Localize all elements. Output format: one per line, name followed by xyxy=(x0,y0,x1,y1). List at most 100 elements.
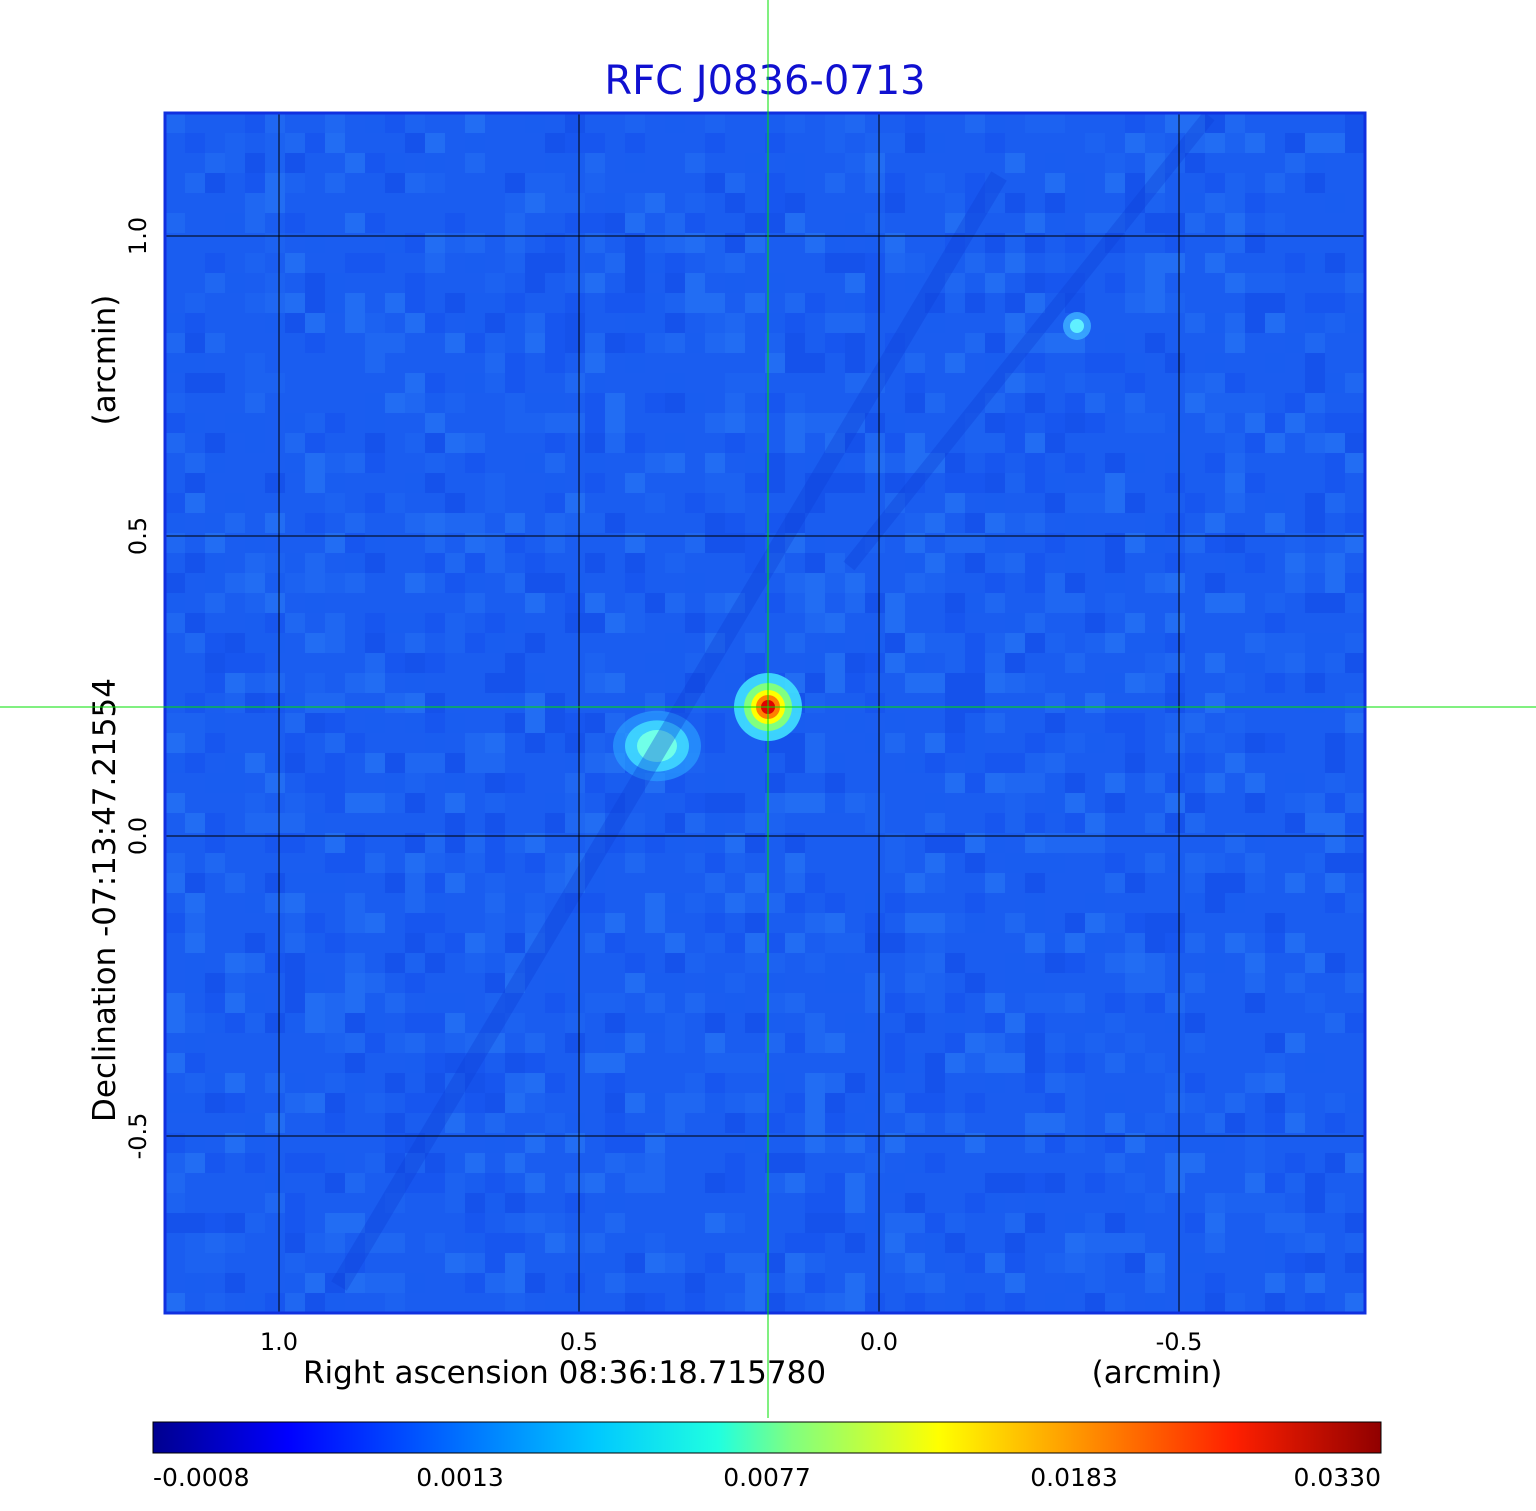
pixel-cell xyxy=(1185,1293,1205,1313)
pixel-cell xyxy=(525,313,545,333)
pixel-cell xyxy=(905,373,925,393)
pixel-cell xyxy=(825,473,845,493)
pixel-cell xyxy=(905,513,925,533)
pixel-cell xyxy=(205,1253,225,1273)
pixel-cell xyxy=(985,1033,1005,1053)
pixel-cell xyxy=(1005,1233,1025,1253)
pixel-cell xyxy=(965,713,985,733)
pixel-cell xyxy=(1025,1033,1045,1053)
pixel-cell xyxy=(1245,133,1265,153)
pixel-cell xyxy=(365,413,385,433)
y-tick-label: 0.5 xyxy=(124,517,152,555)
pixel-cell xyxy=(1105,713,1125,733)
pixel-cell xyxy=(1025,1213,1045,1233)
pixel-cell xyxy=(445,753,465,773)
pixel-cell xyxy=(525,333,545,353)
pixel-cell xyxy=(405,1273,425,1293)
pixel-cell xyxy=(485,1113,505,1133)
pixel-cell xyxy=(865,933,885,953)
pixel-cell xyxy=(985,273,1005,293)
pixel-cell xyxy=(705,593,725,613)
pixel-cell xyxy=(865,1093,885,1113)
pixel-cell xyxy=(985,673,1005,693)
pixel-cell xyxy=(1285,773,1305,793)
pixel-cell xyxy=(165,793,185,813)
pixel-cell xyxy=(1145,1193,1165,1213)
pixel-cell xyxy=(705,1253,725,1273)
pixel-cell xyxy=(725,1293,745,1313)
pixel-cell xyxy=(885,733,905,753)
pixel-cell xyxy=(785,433,805,453)
pixel-cell xyxy=(1125,133,1145,153)
pixel-cell xyxy=(1285,153,1305,173)
pixel-cell xyxy=(845,333,865,353)
pixel-cell xyxy=(765,1253,785,1273)
pixel-cell xyxy=(1105,533,1125,553)
pixel-cell xyxy=(1005,413,1025,433)
pixel-cell xyxy=(705,813,725,833)
pixel-cell xyxy=(645,653,665,673)
pixel-cell xyxy=(305,513,325,533)
pixel-cell xyxy=(1345,513,1365,533)
pixel-cell xyxy=(625,153,645,173)
pixel-cell xyxy=(725,233,745,253)
pixel-cell xyxy=(505,973,525,993)
pixel-cell xyxy=(505,1213,525,1233)
pixel-cell xyxy=(445,1173,465,1193)
pixel-cell xyxy=(525,893,545,913)
pixel-cell xyxy=(1065,1053,1085,1073)
pixel-cell xyxy=(1125,933,1145,953)
pixel-cell xyxy=(165,413,185,433)
pixel-cell xyxy=(205,773,225,793)
pixel-cell xyxy=(325,1153,345,1173)
pixel-cell xyxy=(325,753,345,773)
pixel-cell xyxy=(225,273,245,293)
pixel-cell xyxy=(285,993,305,1013)
pixel-cell xyxy=(1105,993,1125,1013)
pixel-cell xyxy=(585,393,605,413)
pixel-cell xyxy=(1105,593,1125,613)
pixel-cell xyxy=(945,293,965,313)
pixel-cell xyxy=(265,633,285,653)
pixel-cell xyxy=(765,473,785,493)
pixel-cell xyxy=(1085,933,1105,953)
pixel-cell xyxy=(1045,953,1065,973)
pixel-cell xyxy=(1025,933,1045,953)
pixel-cell xyxy=(1005,333,1025,353)
pixel-cell xyxy=(745,553,765,573)
pixel-cell xyxy=(1325,873,1345,893)
pixel-cell xyxy=(1325,253,1345,273)
pixel-cell xyxy=(465,513,485,533)
pixel-cell xyxy=(825,673,845,693)
pixel-cell xyxy=(785,153,805,173)
pixel-cell xyxy=(745,1273,765,1293)
pixel-cell xyxy=(1225,673,1245,693)
pixel-cell xyxy=(265,113,285,133)
pixel-cell xyxy=(585,753,605,773)
pixel-cell xyxy=(525,933,545,953)
pixel-cell xyxy=(745,533,765,553)
pixel-cell xyxy=(325,773,345,793)
pixel-cell xyxy=(285,553,305,573)
pixel-cell xyxy=(1145,953,1165,973)
pixel-cell xyxy=(865,433,885,453)
pixel-cell xyxy=(1085,913,1105,933)
pixel-cell xyxy=(405,133,425,153)
pixel-cell xyxy=(1305,513,1325,533)
pixel-cell xyxy=(305,593,325,613)
pixel-cell xyxy=(605,1193,625,1213)
pixel-cell xyxy=(305,633,325,653)
pixel-cell xyxy=(265,193,285,213)
pixel-cell xyxy=(1145,293,1165,313)
pixel-cell xyxy=(1205,953,1225,973)
pixel-cell xyxy=(905,1113,925,1133)
pixel-cell xyxy=(825,1073,845,1093)
pixel-cell xyxy=(1085,893,1105,913)
pixel-cell xyxy=(345,293,365,313)
pixel-cell xyxy=(1005,1213,1025,1233)
pixel-cell xyxy=(1325,453,1345,473)
pixel-cell xyxy=(245,1013,265,1033)
pixel-cell xyxy=(325,873,345,893)
pixel-cell xyxy=(345,453,365,473)
pixel-cell xyxy=(1105,553,1125,573)
